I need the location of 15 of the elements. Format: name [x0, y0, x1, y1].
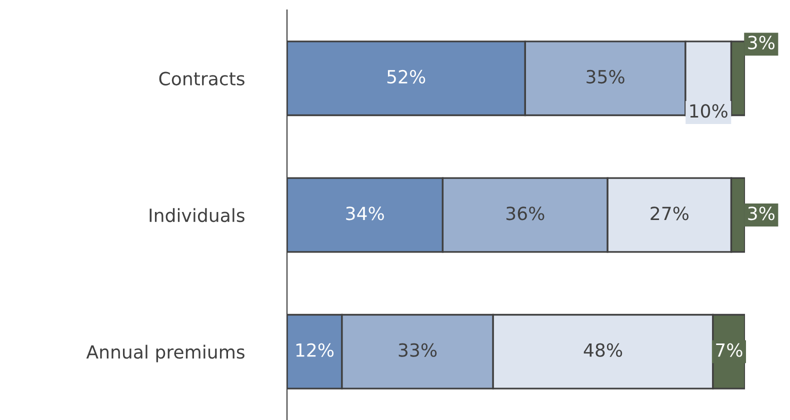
data-label: 7%	[716, 343, 742, 357]
data-label: 35%	[586, 70, 624, 84]
y-tick-label: Annual premiums	[86, 344, 244, 362]
data-label: 34%	[346, 206, 384, 220]
y-tick-label: Individuals	[150, 208, 244, 222]
y-tick-label: Contracts	[159, 72, 244, 86]
data-label: 36%	[506, 206, 544, 220]
data-label: 3%	[748, 36, 774, 50]
data-label: 27%	[650, 206, 688, 220]
data-label: 48%	[584, 343, 622, 357]
data-label: 3%	[748, 206, 774, 220]
data-label: 12%	[296, 343, 334, 357]
data-label: 52%	[387, 70, 426, 84]
data-label: 33%	[398, 343, 437, 357]
data-label: 10%	[690, 104, 728, 118]
